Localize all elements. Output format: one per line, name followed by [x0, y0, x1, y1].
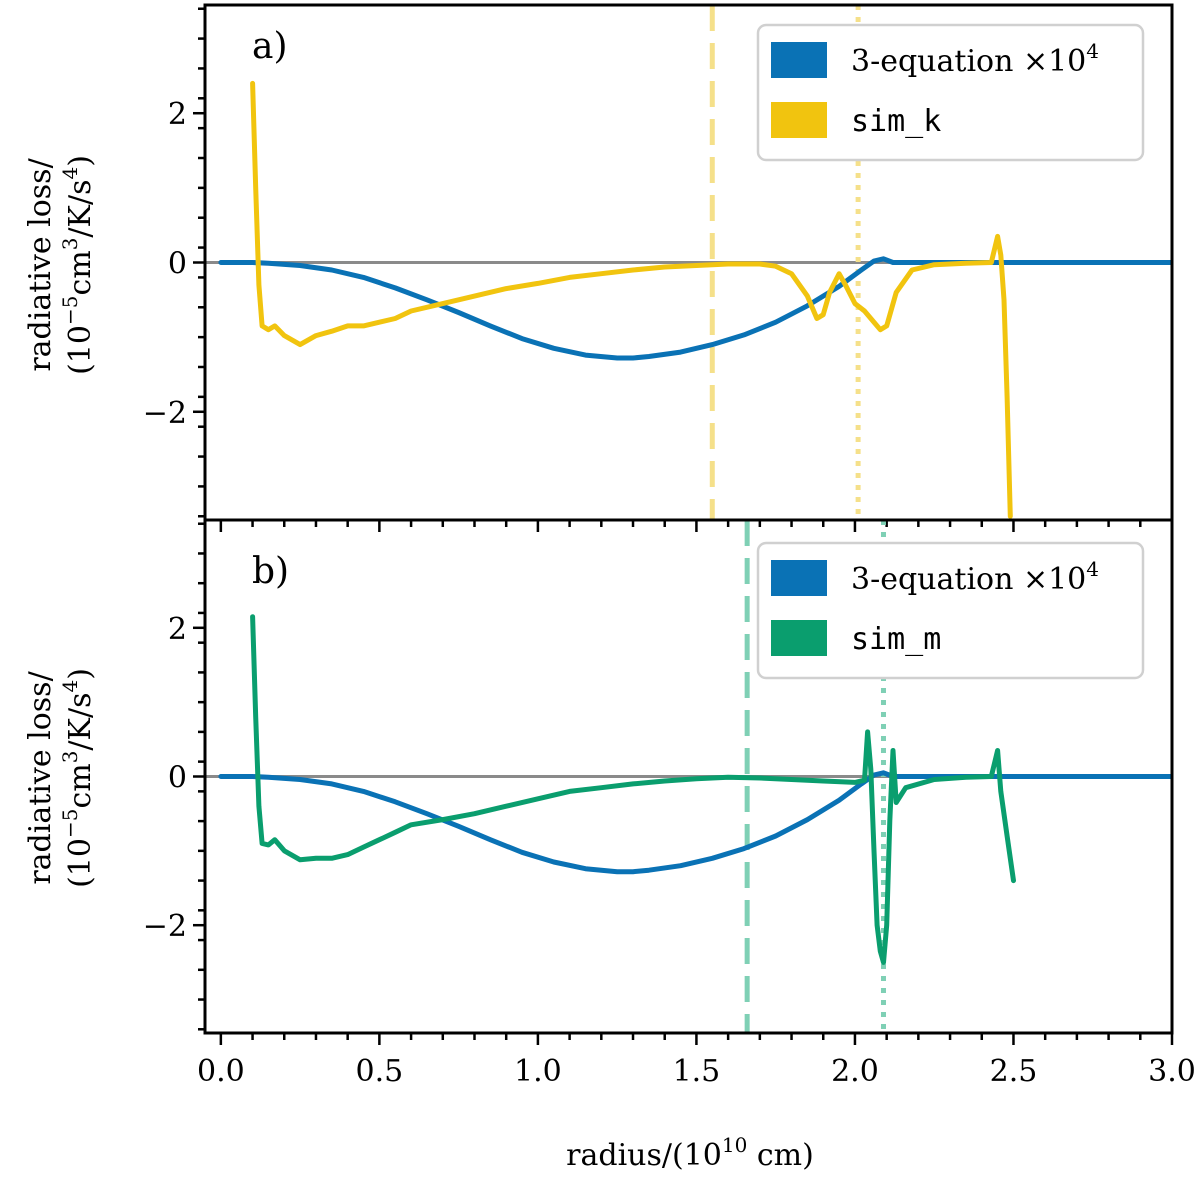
plot-area: [205, 520, 1172, 1033]
y-axis-label-b: radiative loss/ (10−5cm3/K/s4): [23, 668, 98, 888]
x-tick-label: 0.5: [356, 1054, 404, 1089]
legend-label-text: 3-equation ×10: [851, 562, 1086, 597]
y-tick-label: 0: [168, 247, 187, 282]
panel-b: 0.0 0.5 1.0 1.5 2.0 2.5 3.0 −2 0 2 b) 3-equation ×1…: [143, 518, 1196, 1089]
y-axis-label-line2: (10−5cm3/K/s4): [58, 668, 98, 888]
x-tick-label: 1.5: [673, 1054, 721, 1089]
series-line-sim-k: [250, 80, 1013, 519]
legend-swatch: [771, 42, 827, 78]
y-tick-label: −2: [143, 396, 187, 431]
legend-label: sim_k: [851, 104, 941, 139]
series-line-3-equation-10-4: [218, 770, 1172, 875]
y-tick-label: 2: [168, 97, 187, 132]
legend: 3-equation ×104 sim_m: [756, 541, 1145, 680]
legend-label-text: 3-equation ×10: [851, 44, 1086, 79]
y-axis-label-line2: (10−5cm3/K/s4): [58, 155, 98, 375]
y-tick-label: −2: [143, 909, 187, 944]
legend-swatch: [771, 102, 827, 138]
panel-label: b): [252, 551, 289, 592]
legend: 3-equation ×104 sim_k: [756, 23, 1145, 162]
legend-label: sim_m: [851, 622, 941, 657]
legend-label: 3-equation ×104: [851, 557, 1099, 597]
legend-box: [756, 541, 1145, 680]
panel-a: −2 0 2 a) 3-equation ×104 sim_k: [143, 3, 1174, 532]
y-axis-label-line1: radiative loss/: [23, 670, 58, 884]
y-tick-label: 2: [168, 612, 187, 647]
legend-swatch: [771, 620, 827, 656]
y-tick-label: 0: [168, 761, 187, 796]
x-tick-label: 3.0: [1148, 1054, 1196, 1089]
legend-label-text: sim_k: [851, 104, 941, 139]
x-tick-label: 2.0: [831, 1054, 879, 1089]
x-tick-label: 2.5: [990, 1054, 1038, 1089]
legend-label: 3-equation ×104: [851, 39, 1099, 79]
x-axis-label: radius/(1010 cm): [566, 1133, 814, 1173]
y-axis-label-a: radiative loss/ (10−5cm3/K/s4): [23, 155, 98, 375]
legend-box: [756, 23, 1145, 162]
legend-label-sup: 4: [1086, 39, 1099, 63]
legend-swatch: [771, 560, 827, 596]
panel-label: a): [252, 26, 288, 67]
x-tick-label: 1.0: [514, 1054, 562, 1089]
series-line-sim-m: [250, 614, 1016, 965]
x-tick-label: 0.0: [197, 1054, 245, 1089]
legend-label-text: sim_m: [851, 622, 941, 657]
y-axis-label-line1: radiative loss/: [23, 157, 58, 371]
series-line-3-equation-10-4: [218, 256, 1172, 361]
legend-label-sup: 4: [1086, 557, 1099, 581]
